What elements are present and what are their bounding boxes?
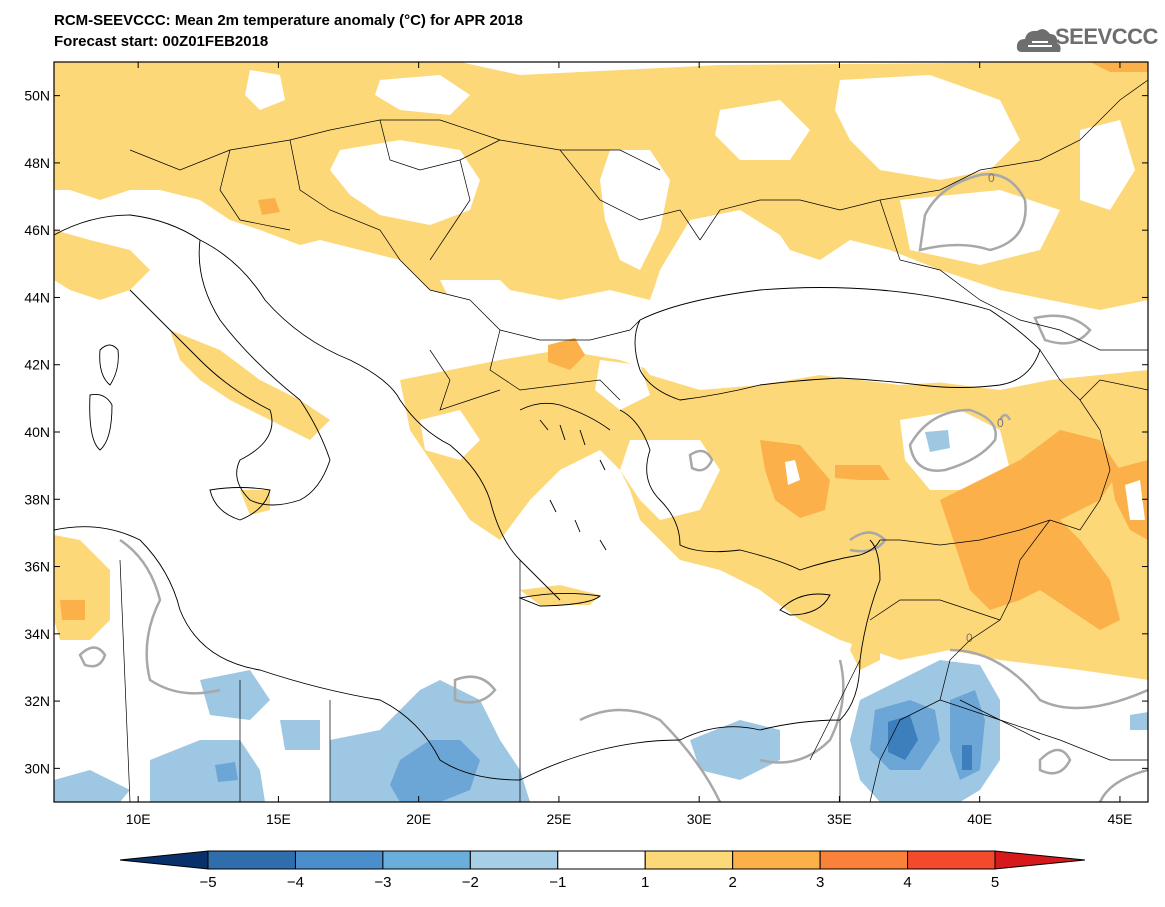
latitude-label: 44N: [24, 289, 50, 305]
contour-labels: 0 0 0: [966, 171, 1004, 645]
map-area: 0 0 0: [54, 62, 1148, 802]
colorbar-segment: [207, 850, 296, 870]
colorbar: −5 −4 −3 −2 −1 1 2 3 4 5: [119, 850, 1086, 891]
colorbar-label: 2: [728, 874, 736, 891]
forecast-start-label: Forecast start: 00Z01FEB2018: [54, 33, 269, 50]
colorbar-segment: [382, 850, 471, 870]
colorbar-segment: [907, 850, 996, 870]
colorbar-label: 4: [903, 874, 911, 891]
contour-label: 0: [988, 171, 995, 185]
cloud-icon: [1016, 29, 1061, 52]
longitude-axis: 10E 15E 20E 25E 30E 35E 40E 45E: [126, 62, 1132, 827]
latitude-label: 32N: [24, 693, 50, 709]
longitude-label: 10E: [126, 811, 151, 827]
anomaly-fill-near-zero-inner: [785, 460, 1145, 520]
logo-text: SEEVCCC: [1055, 24, 1158, 49]
longitude-label: 15E: [266, 811, 291, 827]
latitude-label: 50N: [24, 88, 50, 104]
longitude-label: 40E: [967, 811, 992, 827]
colorbar-label: −3: [374, 874, 391, 891]
colorbar-label: 3: [816, 874, 824, 891]
longitude-label: 45E: [1107, 811, 1132, 827]
colorbar-segment: [294, 850, 384, 870]
latitude-label: 38N: [24, 491, 50, 507]
colorbar-label: 1: [641, 874, 649, 891]
country-borders: [119, 79, 1148, 802]
colorbar-segment: [732, 850, 821, 870]
contour-label: 0: [997, 416, 1004, 430]
latitude-label: 42N: [24, 357, 50, 373]
latitude-label: 34N: [24, 626, 50, 642]
colorbar-label: −4: [287, 874, 304, 891]
anomaly-fill-near-zero: [245, 70, 1135, 520]
colorbar-label: −2: [462, 874, 479, 891]
coastlines: [54, 214, 1041, 781]
latitude-label: 40N: [24, 424, 50, 440]
colorbar-segment: [469, 850, 559, 870]
colorbar-extend-high: [994, 850, 1086, 870]
colorbar-segment: [644, 850, 734, 870]
latitude-axis: 50N 48N 46N 44N 42N 40N 38N 36N 34N 32N 30N: [24, 88, 1148, 776]
colorbar-label: −1: [549, 874, 566, 891]
longitude-label: 25E: [546, 811, 571, 827]
contour-label: 0: [966, 631, 973, 645]
colorbar-segment: [819, 850, 909, 870]
map-title: RCM-SEEVCCC: Mean 2m temperature anomaly…: [54, 12, 523, 29]
anomaly-fill-positive-2-3: [60, 62, 1148, 630]
zero-contours: [78, 173, 1148, 802]
longitude-label: 35E: [827, 811, 852, 827]
colorbar-segment: [557, 850, 646, 870]
latitude-label: 30N: [24, 760, 50, 776]
colorbar-extend-low: [119, 850, 209, 870]
colorbar-label: −5: [199, 874, 216, 891]
latitude-label: 46N: [24, 222, 50, 238]
anomaly-fill-negative-3-4: [888, 715, 972, 770]
longitude-label: 30E: [687, 811, 712, 827]
longitude-label: 20E: [406, 811, 431, 827]
latitude-label: 36N: [24, 559, 50, 575]
latitude-label: 48N: [24, 155, 50, 171]
colorbar-label: 5: [991, 874, 999, 891]
